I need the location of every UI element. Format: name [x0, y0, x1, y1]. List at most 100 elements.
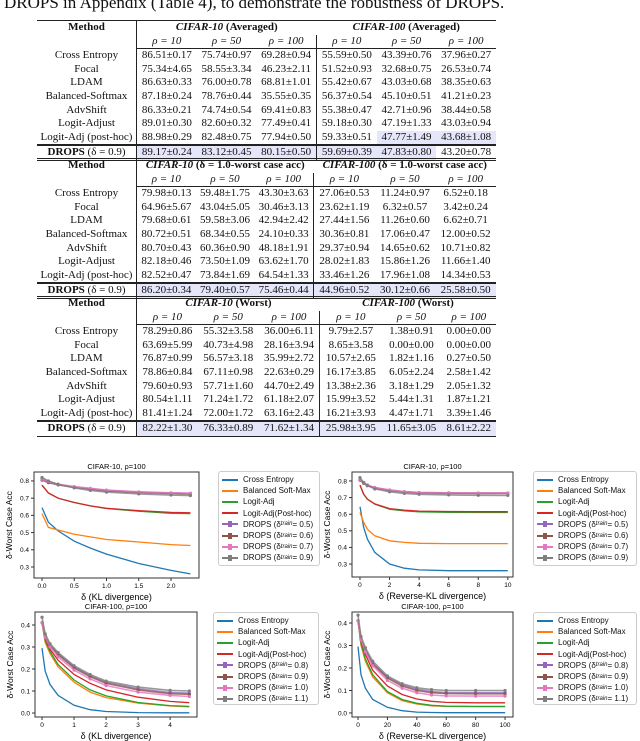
x-tick-label: 100 [500, 722, 511, 729]
dataset-name: CIFAR-100 [362, 297, 415, 309]
method-param: (δ = 0.9) [84, 284, 126, 297]
method-param: (δ = 0.9) [84, 422, 126, 435]
method-cell: Balanced-Softmax [37, 365, 137, 380]
legend-subscript: train [595, 521, 608, 528]
value-cell: 25.98±3.95 [319, 420, 382, 437]
data-point-marker [387, 490, 392, 494]
plot-frame [351, 471, 514, 578]
method-cell: AdvShift [37, 241, 137, 256]
legend-swatch [537, 554, 553, 561]
value-cell: 40.73±4.98 [203, 338, 254, 351]
value-cell: 6.62±0.71 [443, 214, 488, 227]
data-point-marker [371, 659, 375, 663]
legend-subscript: train [595, 673, 608, 680]
data-point-marker [187, 694, 191, 699]
legend-swatch [537, 521, 553, 528]
x-tick-label: 40 [413, 722, 421, 729]
value-cell: 55.38±0.47 [321, 103, 372, 116]
legend-swatch [222, 489, 238, 492]
series-line [41, 513, 191, 547]
legend-label: DROPS (δ [243, 531, 281, 541]
data-point-marker [88, 672, 92, 677]
data-point-marker [447, 493, 451, 497]
method-cell: LDAM [37, 76, 137, 90]
legend-swatch [537, 695, 553, 702]
value-cell: 2.58±1.42 [446, 365, 492, 378]
legend-label: Cross Entropy [558, 616, 609, 626]
value-cell: 80.15±0.50 [256, 144, 318, 161]
legend-swatch [217, 695, 233, 702]
legend-item: DROPS (δ train = 0.5) [222, 519, 316, 530]
data-point-marker [40, 615, 44, 619]
legend-item: Logit-Adj [537, 637, 633, 648]
table-row: AdvShift 86.33±0.21 74.74±0.54 69.41±0.83 55… [37, 103, 496, 118]
value-cell: 1.82±1.16 [389, 352, 434, 365]
value-cell: 12.00±0.52 [440, 227, 491, 240]
value-cell: 59.69±0.39 [316, 144, 377, 161]
y-tick-label: 0.7 [20, 495, 29, 502]
value-cell: 36.00±6.11 [258, 324, 321, 339]
x-tick-label: 4 [168, 722, 172, 729]
data-point-marker [474, 694, 478, 698]
value-cell: 88.98±0.29 [141, 130, 192, 143]
legend-subscript: train [275, 684, 288, 691]
y-axis-label: δ-Worst Case Acc [4, 490, 14, 559]
legend-item: DROPS (δ train = 0.8) [537, 660, 633, 671]
value-cell: 30.12±0.66 [374, 282, 436, 299]
method-cell: Logit-Adjust [37, 117, 137, 131]
value-cell: 77.94±0.50 [256, 130, 318, 146]
value-cell: 6.32±0.57 [382, 200, 428, 213]
table-row: Logit-Adjust 82.18±0.46 73.50±1.09 63.62±1.… [37, 255, 496, 269]
data-point-marker [40, 475, 44, 480]
value-cell: 30.36±0.81 [319, 227, 370, 240]
data-point-marker [72, 486, 76, 490]
data-point-marker [187, 689, 191, 693]
value-cell: 82.60±0.32 [201, 117, 252, 130]
value-cell: 42.94±2.42 [254, 214, 315, 228]
value-cell: 63.69±5.99 [142, 338, 193, 351]
method-cell: DROPS (δ = 0.9) [37, 144, 137, 161]
plot-frame [34, 611, 198, 718]
legend-label-tail: = 0.6) [292, 531, 314, 541]
method-cell: Logit-Adj (post-hoc) [37, 268, 137, 284]
data-point-marker [429, 687, 434, 692]
value-cell: 48.18±1.91 [254, 241, 315, 256]
table-row: Focal 75.34±4.65 58.55±3.34 46.23±2.11 51.52… [37, 62, 496, 77]
value-cell: 22.63±0.29 [258, 365, 321, 380]
legend-subscript: train [595, 662, 608, 669]
series-line [41, 617, 190, 692]
data-point-marker [136, 688, 140, 692]
chart-1: CIFAR-10, ρ=100 0.0 0.5 1.0 1.5 2.0 0.3 0.4 0.5 0… [0, 458, 215, 605]
value-cell: 35.55±0.35 [256, 89, 318, 104]
value-cell: 28.02±1.83 [319, 255, 370, 268]
legend-item: Logit-Adj [222, 496, 316, 507]
legend-label-tail: = 1.0) [287, 683, 309, 693]
value-cell: 15.86±1.26 [379, 255, 431, 268]
dataset-group-header: CIFAR-100 (Worst) [319, 295, 496, 311]
value-cell: 43.04±5.05 [199, 200, 250, 213]
table-row: Logit-Adj (post-hoc) 82.52±0.47 73.84±1.69… [37, 268, 496, 284]
plot-frame [351, 611, 514, 718]
legend-subscript: train [275, 673, 288, 680]
group-suffix: (Worst) [232, 297, 272, 309]
data-point-marker [88, 677, 92, 681]
legend-label-tail: = 0.9) [287, 672, 309, 682]
legend-label-tail: = 0.8) [287, 660, 309, 670]
x-axis-label: δ (Reverse-KL divergence) [379, 591, 486, 601]
legend-label: DROPS (δ [243, 553, 281, 563]
y-tick-label: 0.8 [20, 478, 29, 485]
value-cell: 78.29±0.86 [142, 325, 193, 338]
method-cell: LDAM [37, 214, 137, 228]
value-cell: 74.74±0.54 [201, 103, 252, 116]
table-row: LDAM 86.63±0.33 76.00±0.78 68.81±1.01 55.42±… [37, 76, 496, 90]
value-cell: 82.52±0.47 [141, 268, 192, 281]
value-cell: 64.96±5.67 [141, 200, 192, 213]
value-cell: 11.26±0.60 [380, 214, 430, 227]
series-line [357, 614, 506, 692]
legend-label-tail: = 0.9) [292, 553, 314, 563]
series-line [359, 512, 508, 545]
series-line [359, 484, 508, 513]
data-point-marker [363, 650, 367, 654]
method-header: Method [37, 157, 137, 187]
value-cell: 78.76±0.44 [201, 89, 252, 102]
